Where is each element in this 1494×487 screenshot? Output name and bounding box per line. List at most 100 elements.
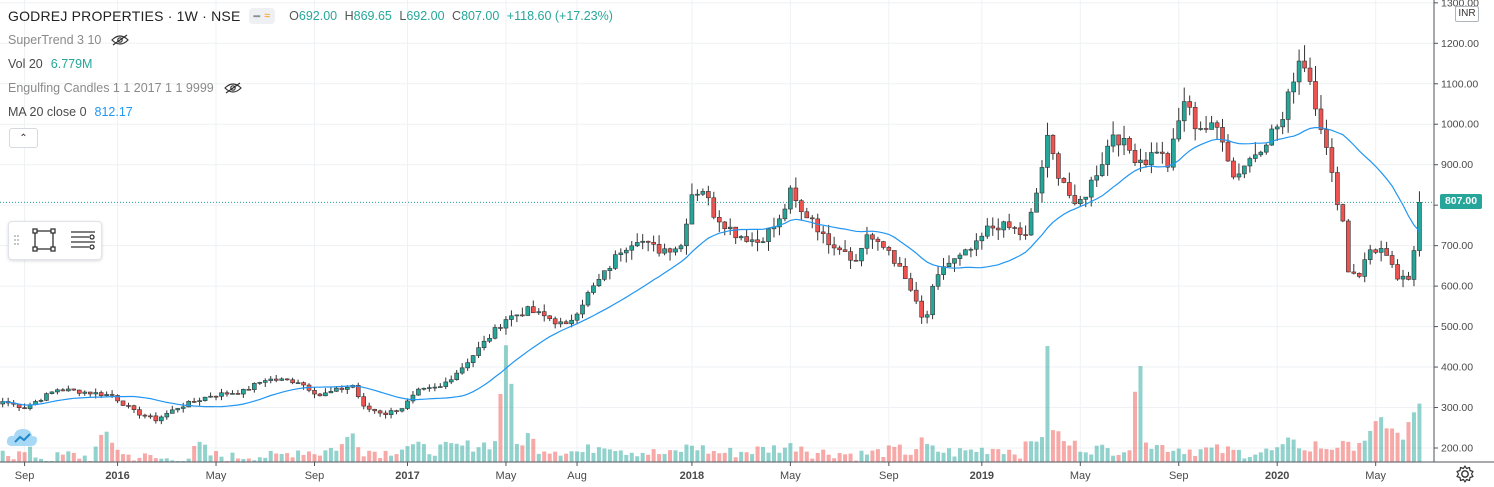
indicator-volume[interactable]: Vol 20 6.779M — [8, 52, 613, 76]
volume-bar — [957, 448, 962, 462]
volume-bar — [952, 456, 957, 462]
candle-body — [547, 315, 553, 320]
currency-badge[interactable]: INR — [1455, 6, 1479, 22]
candle-body — [1143, 159, 1149, 166]
volume-bar — [947, 448, 952, 462]
candle-body — [1329, 147, 1335, 173]
candle-body — [1121, 137, 1127, 146]
volume-bar — [1122, 452, 1127, 462]
legend: GODREJ PROPERTIES · 1W · NSE ━ ≈ O692.00… — [8, 4, 613, 124]
volume-bar — [1067, 445, 1072, 462]
indicator-ma[interactable]: MA 20 close 0 812.17 — [8, 100, 613, 124]
candle-body — [541, 311, 547, 317]
eye-off-icon[interactable] — [223, 82, 242, 94]
candle-body — [1170, 138, 1176, 168]
candle-body — [317, 393, 323, 397]
candle-body — [952, 258, 957, 264]
candle-body — [870, 234, 875, 240]
candle-body — [470, 355, 476, 363]
candle-body — [864, 234, 870, 249]
candle-body — [968, 248, 974, 251]
volume-bar — [203, 444, 208, 462]
volume-bar — [864, 454, 869, 462]
y-tick-label: 900.00 — [1441, 159, 1473, 171]
volume-bar — [881, 457, 886, 462]
candle-body — [120, 400, 126, 406]
volume-bar — [657, 454, 662, 462]
candle-body — [487, 337, 492, 342]
y-tick-label: 500.00 — [1441, 321, 1473, 333]
volume-bar — [1165, 451, 1170, 462]
high-value: 869.65 — [353, 9, 392, 23]
candle-body — [1417, 202, 1422, 251]
indicator-engulfing[interactable]: Engulfing Candles 1 1 2017 1 1 9999 — [8, 76, 613, 100]
candle-body — [935, 274, 941, 287]
candle-body — [454, 372, 460, 381]
candle-body — [1225, 141, 1231, 162]
close-label: C — [452, 9, 462, 23]
volume-bar — [361, 456, 366, 462]
volume-bar — [711, 451, 716, 462]
x-tick-label: Sep — [879, 470, 899, 482]
indicator-supertrend[interactable]: SuperTrend 3 10 — [8, 28, 613, 52]
eye-off-icon[interactable] — [111, 34, 130, 46]
volume-bar — [788, 443, 793, 462]
rectangle-tool-icon[interactable] — [32, 228, 56, 252]
candle-body — [339, 387, 345, 390]
volume-bar — [706, 453, 711, 462]
symbol-status-pill[interactable]: ━ ≈ — [248, 8, 276, 24]
candle-body — [1406, 275, 1411, 280]
candle-body — [235, 393, 241, 395]
gear-icon[interactable] — [1455, 464, 1475, 484]
candle-body — [1313, 81, 1318, 110]
volume-bar — [1368, 430, 1373, 462]
volume-bar — [1231, 449, 1236, 462]
candle-body — [585, 292, 591, 306]
y-tick-label: 600.00 — [1441, 281, 1473, 293]
volume-bar — [771, 445, 776, 462]
collapse-legend-button[interactable]: ⌃ — [9, 128, 38, 148]
volume-bar — [246, 458, 251, 462]
candle-body — [22, 407, 27, 409]
candle-body — [405, 400, 410, 409]
candle-body — [591, 285, 596, 293]
tradingview-cloud-logo[interactable] — [6, 426, 38, 448]
symbol-title[interactable]: GODREJ PROPERTIES · 1W · NSE — [8, 8, 241, 24]
volume-bar — [1209, 447, 1214, 462]
candle-body — [388, 410, 394, 415]
volume-bar — [301, 454, 306, 462]
candle-body — [98, 392, 104, 396]
volume-bar — [142, 453, 147, 462]
volume-bar — [919, 437, 924, 462]
volume-bar — [886, 445, 891, 462]
candle-body — [623, 249, 629, 254]
candle-body — [383, 412, 388, 415]
candle-body — [1258, 151, 1264, 156]
volume-bar — [1264, 448, 1269, 462]
volume-bar — [214, 451, 219, 462]
volume-bar — [367, 450, 372, 462]
volume-bar — [460, 445, 465, 462]
candle-body — [1384, 248, 1389, 256]
x-tick-label: 2017 — [395, 470, 419, 482]
candle-body — [782, 208, 788, 220]
candle-body — [427, 387, 432, 389]
volume-bar — [1379, 417, 1384, 462]
candle-body — [262, 380, 268, 383]
volume-bar — [372, 451, 377, 462]
lines-tool-icon[interactable] — [71, 231, 95, 250]
candle-body — [831, 244, 837, 249]
candle-body — [377, 410, 383, 414]
volume-bar — [290, 457, 295, 462]
volume-bar — [1089, 454, 1094, 462]
floating-drawing-toolbar[interactable] — [8, 221, 102, 260]
volume-bar — [804, 451, 809, 462]
volume-bar — [1253, 454, 1258, 462]
candle-body — [640, 240, 645, 243]
candle-body — [580, 304, 585, 315]
candle-body — [498, 327, 503, 329]
volume-bar — [307, 451, 312, 462]
y-tick-label: 200.00 — [1441, 443, 1473, 455]
drag-handle-icon[interactable] — [14, 235, 19, 245]
candle-body — [552, 318, 558, 325]
